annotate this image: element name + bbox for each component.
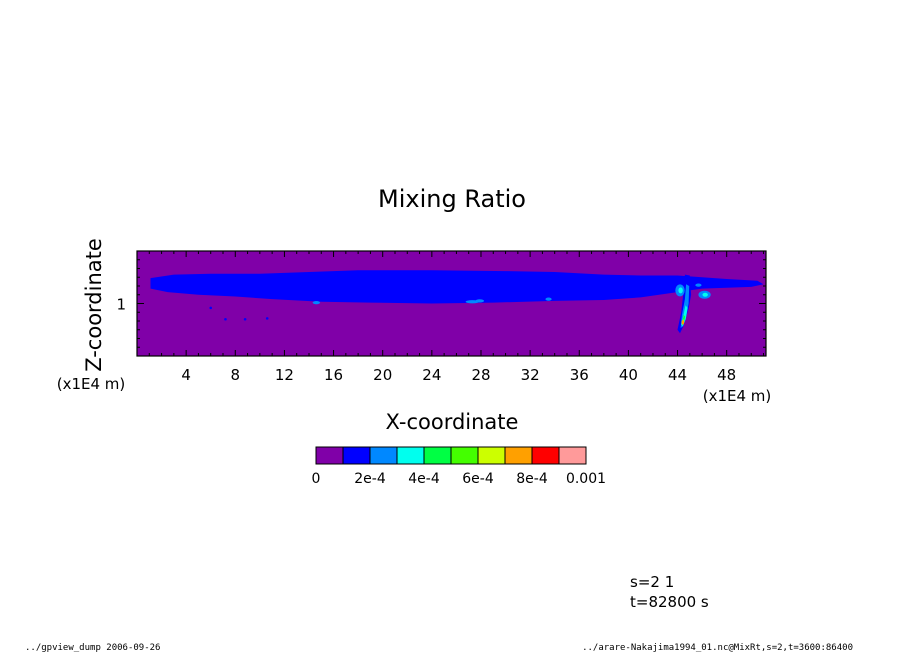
x-tick-label: 4 [181,366,191,384]
updraft-cell [678,287,683,294]
x-tick-label: 20 [373,366,392,384]
cloud-core [545,297,552,301]
cloud-core [695,283,702,287]
x-tick-label: 12 [275,366,294,384]
cloud-core [312,301,321,305]
colorbar-swatch [531,446,560,465]
x-tick-label: 16 [324,366,343,384]
colorbar-swatch [396,446,425,465]
colorbar-labels: 0 2e-4 4e-4 6e-4 8e-4 0.001 [312,471,607,487]
colorbar-swatch [315,446,344,465]
cloud-fleck [265,317,269,320]
x-unit-label: (x1E4 m) [703,387,772,405]
contour-fill [150,270,764,334]
cloud-fleck [243,317,247,321]
x-tick-label: 40 [619,366,638,384]
updraft-plume-mid [680,284,690,328]
step-label: s=2 1 [630,573,674,591]
x-ticks: 4 8 12 16 20 24 28 32 36 40 44 48 [148,251,765,384]
y-ticks: 1 [116,259,766,348]
cloud-core [475,299,485,303]
colorbar [315,446,587,465]
colorbar-label: 2e-4 [354,471,386,487]
x-tick-label: 48 [717,366,736,384]
x-axis-label: X-coordinate [386,410,519,434]
x-tick-label: 32 [521,366,540,384]
x-tick-label: 8 [231,366,241,384]
colorbar-label: 6e-4 [462,471,494,487]
y-tick-label: 1 [116,296,126,314]
colorbar-label: 0.001 [566,471,606,487]
plot-background [137,251,766,356]
colorbar-swatch [477,446,506,465]
y-unit-label: (x1E4 m) [57,375,126,393]
x-tick-label: 28 [471,366,490,384]
colorbar-swatch [342,446,371,465]
time-label: t=82800 s [630,593,709,611]
cloud-fleck [209,306,213,310]
footer-right-note: ../arare-Nakajima1994_01.nc@MixRt,s=2,t=… [582,643,853,653]
plot-area: 4 8 12 16 20 24 28 32 36 40 44 48 1 [116,250,767,384]
cloud-fleck [224,317,227,321]
colorbar-label: 4e-4 [408,471,440,487]
colorbar-label: 8e-4 [516,471,548,487]
chart-title: Mixing Ratio [378,185,526,213]
x-tick-label: 24 [422,366,441,384]
updraft-cell [702,292,708,297]
colorbar-swatch [369,446,398,465]
colorbar-swatch [423,446,452,465]
x-tick-label: 44 [668,366,687,384]
cloud-layer-band [150,270,764,304]
footer-left-note: ../gpview_dump 2006-09-26 [25,643,160,653]
y-axis-label: Z-coordinate [82,238,106,372]
colorbar-swatch [450,446,479,465]
colorbar-swatch [504,446,533,465]
updraft-plume-max [681,320,685,325]
x-tick-label: 36 [570,366,589,384]
colorbar-label: 0 [312,471,321,487]
colorbar-swatch [558,446,587,465]
